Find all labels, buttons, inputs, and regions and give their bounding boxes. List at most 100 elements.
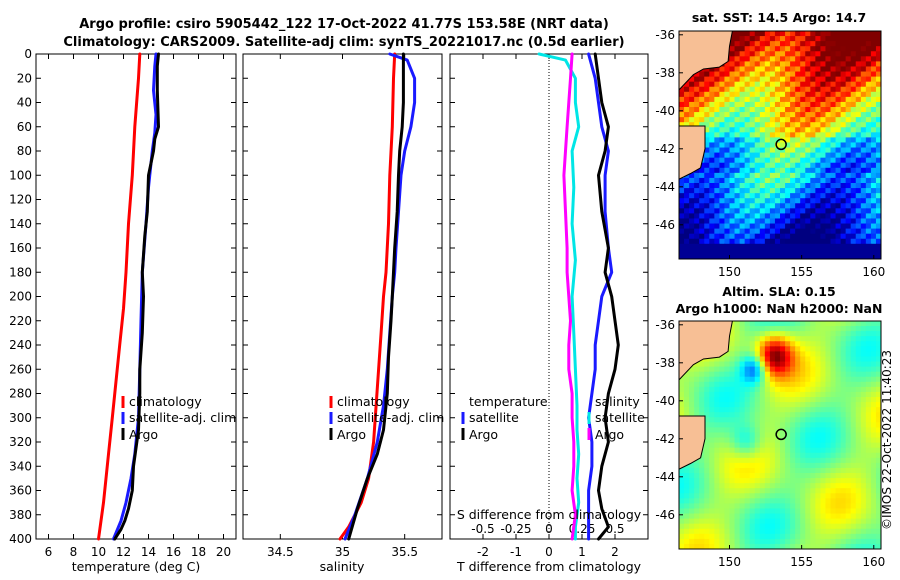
x-tick-label: -1 — [510, 545, 522, 559]
series-climatology — [97, 52, 142, 541]
y-tick-label: 280 — [9, 387, 32, 401]
series-t-satellite — [587, 52, 614, 541]
sst_map-field — [679, 31, 881, 259]
y-tick-label: -40 — [655, 394, 675, 408]
y-tick-label: 0 — [24, 47, 32, 61]
y-tick-label: 320 — [9, 435, 32, 449]
y-tick-label: 220 — [9, 314, 32, 328]
y-tick-label: -46 — [655, 508, 675, 522]
y-tick-label: -40 — [655, 104, 675, 118]
legend-label-satellite: satellite-adj. clim — [129, 410, 236, 425]
y-tick-label: 400 — [9, 532, 32, 546]
y-tick-label: -46 — [655, 218, 675, 232]
x-tick-label: 155 — [790, 555, 813, 569]
y-tick-label: 160 — [9, 241, 32, 255]
y-tick-label: -38 — [655, 356, 675, 370]
legend-label-t-satellite: satellite — [469, 410, 519, 425]
legend-label-t-argo: Argo — [469, 427, 498, 442]
x-tick-label-salinity: -0.5 — [471, 522, 494, 536]
x-tick-label: 6 — [45, 545, 53, 559]
x-tick-label: 10 — [91, 545, 106, 559]
x-tick-label: 150 — [718, 555, 741, 569]
series-satellite-adj-clim — [343, 52, 417, 541]
y-tick-label: 180 — [9, 265, 32, 279]
x-tick-label: 16 — [166, 545, 181, 559]
x-tick-label: 160 — [862, 555, 885, 569]
difference-xlabel: T difference from climatology — [456, 559, 642, 574]
y-tick-label: 60 — [17, 120, 32, 134]
sla-map-subtitle: Argo h1000: NaN h2000: NaN — [676, 301, 883, 316]
x-tick-label: 1 — [578, 545, 586, 559]
y-tick-label: 20 — [17, 71, 32, 85]
x-tick-label-salinity: 0.5 — [605, 522, 624, 536]
x-tick-label: 2 — [611, 545, 619, 559]
x-tick-label: 150 — [718, 265, 741, 279]
x-tick-label-salinity: -0.25 — [500, 522, 531, 536]
y-tick-label: 360 — [9, 484, 32, 498]
y-tick-label: -42 — [655, 142, 675, 156]
temperature-legend: climatology satellite-adj. clim Argo — [121, 394, 236, 442]
y-tick-label: 100 — [9, 168, 32, 182]
series-argo — [347, 52, 405, 541]
sst-map-title: sat. SST: 14.5 Argo: 14.7 — [692, 10, 866, 25]
y-tick-label: -42 — [655, 432, 675, 446]
legend-heading-salinity: salinity — [595, 394, 640, 409]
y-tick-label: 380 — [9, 508, 32, 522]
profile-location-marker — [775, 428, 787, 441]
sla-map-panel: 150 155 160 -36 -38 -40 -42 -44 -46 — [655, 318, 885, 569]
series-s-satellite — [537, 52, 581, 541]
title-line-1: Argo profile: csiro 5905442_122 17-Oct-2… — [79, 17, 609, 32]
y-tick-label: 40 — [17, 96, 32, 110]
y-tick-label: 200 — [9, 290, 32, 304]
tasmania — [679, 415, 706, 470]
y-tick-label: -44 — [655, 470, 675, 484]
salinity-legend: climatology satellite-adj. clim Argo — [329, 394, 444, 442]
x-tick-label: 35 — [335, 545, 350, 559]
x-tick-label: 20 — [216, 545, 231, 559]
y-tick-label: -44 — [655, 180, 675, 194]
salinity-panel: 34.5 35 35.5 — [242, 52, 443, 559]
sla-map-title: Altim. SLA: 0.15 — [722, 284, 835, 299]
y-tick-label: 340 — [9, 459, 32, 473]
sst_map-frame — [678, 30, 882, 260]
x-tick-label: 18 — [191, 545, 206, 559]
x-tick-label: 155 — [790, 265, 813, 279]
imos-credit: ©IMOS 22-Oct-2022 11:40:23 — [880, 350, 894, 530]
y-tick-label: -38 — [655, 66, 675, 80]
sst-map-panel: 150 155 160 -36 -38 -40 -42 -44 -46 — [655, 28, 885, 279]
temperature-panel: 0 20 40 60 80 100 120 140 160 180 200 220 240 260 280 3… — [9, 47, 237, 559]
legend-label-climatology: climatology — [337, 394, 410, 409]
temperature-xlabel: temperature (deg C) — [72, 559, 201, 574]
salinity-xlabel: salinity — [320, 559, 365, 574]
y-tick-label: -36 — [655, 318, 675, 332]
legend-label-argo: Argo — [337, 427, 366, 442]
legend-label-satellite: satellite-adj. clim — [337, 410, 444, 425]
x-tick-label: 35.5 — [391, 545, 418, 559]
x-tick-label: 14 — [141, 545, 156, 559]
legend-label-climatology: climatology — [129, 394, 202, 409]
y-tick-label: 80 — [17, 144, 32, 158]
series-t-argo — [593, 52, 620, 541]
y-tick-label: 240 — [9, 338, 32, 352]
sla_map-frame — [678, 320, 882, 550]
difference-xlabel-salinity: S difference from climatology — [457, 507, 642, 522]
y-tick-label: 120 — [9, 193, 32, 207]
x-tick-label: 34.5 — [267, 545, 294, 559]
y-tick-label: 260 — [9, 362, 32, 376]
y-tick-label: 140 — [9, 217, 32, 231]
title-line-2: Climatology: CARS2009. Satellite-adj cli… — [63, 35, 624, 50]
y-tick-label: 300 — [9, 411, 32, 425]
legend-heading-temperature: temperature — [469, 394, 548, 409]
series-s-argo — [562, 52, 577, 541]
y-tick-label: -36 — [655, 28, 675, 42]
series-argo — [113, 52, 160, 541]
x-tick-label: 160 — [862, 265, 885, 279]
difference-legend: temperature satellite Argo salinity sate… — [461, 394, 645, 442]
mainland — [679, 31, 733, 91]
x-tick-label: -2 — [477, 545, 489, 559]
legend-label-s-argo: Argo — [595, 427, 624, 442]
legend-label-s-satellite: satellite — [595, 410, 645, 425]
legend-label-argo: Argo — [129, 427, 158, 442]
